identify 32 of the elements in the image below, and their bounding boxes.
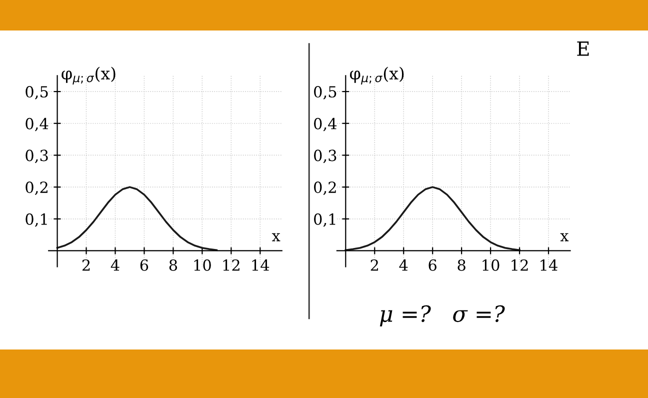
x-tick-label: 10	[194, 259, 211, 271]
y-tick-label: 0,4	[314, 118, 337, 132]
y-tick-label: 0,1	[26, 213, 47, 227]
x-tick-label: 4	[110, 259, 120, 271]
x-tick-label: 8	[458, 259, 466, 271]
x-tick-label: 6	[140, 259, 148, 271]
x-tick-label: 12	[223, 259, 240, 271]
y-tick-label: 0,3	[314, 150, 336, 164]
line-series	[56, 186, 218, 252]
x-tick-label: 10	[482, 259, 500, 271]
y-tick-label: 0,1	[314, 213, 336, 227]
text: E	[577, 42, 589, 56]
y-axis-title: φ$_{μ;σ}$(x)	[62, 66, 116, 85]
x-axis-title: x	[272, 233, 280, 242]
text: μ =? σ =?	[380, 305, 505, 326]
x-tick-label: 14	[540, 259, 558, 271]
y-tick-label: 0,5	[26, 86, 48, 100]
y-tick-label: 0,3	[26, 150, 48, 164]
x-tick-label: 12	[512, 259, 528, 271]
x-tick-label: 2	[370, 259, 378, 271]
line-series	[344, 186, 520, 252]
x-tick-label: 6	[428, 259, 436, 271]
x-tick-label: 8	[169, 259, 178, 271]
y-tick-label: 0,5	[314, 86, 336, 100]
x-tick-label: 4	[399, 259, 408, 271]
x-tick-label: 2	[82, 259, 90, 271]
x-axis-title: x	[560, 233, 569, 242]
x-tick-label: 14	[252, 259, 270, 271]
y-tick-label: 0,4	[26, 118, 48, 132]
y-tick-label: 0,2	[26, 182, 48, 195]
y-axis-title: φ$_{μ;σ}$(x)	[350, 66, 404, 85]
y-tick-label: 0,2	[314, 182, 336, 195]
